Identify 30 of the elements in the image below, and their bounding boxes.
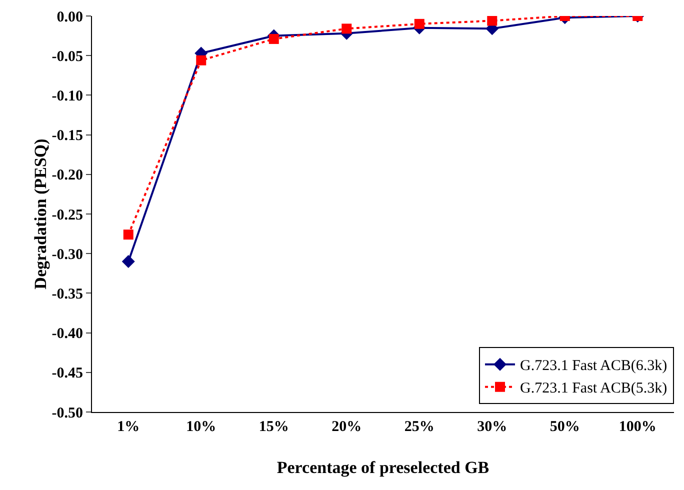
point	[123, 230, 134, 240]
y-tick-label: -0.50	[52, 405, 83, 422]
x-tick-label: 1%	[117, 419, 140, 435]
y-tick-label: -0.15	[52, 128, 83, 144]
y-tick-label: 0.00	[56, 9, 83, 26]
y-tick-label: -0.40	[52, 326, 83, 342]
point	[342, 24, 352, 34]
y-tick-label: -0.45	[52, 366, 83, 382]
legend-label: G.723.1 Fast ACB(6.3k)	[520, 358, 668, 374]
x-tick-label: 15%	[258, 419, 289, 435]
x-axis-title: Percentage of preselected GB	[276, 458, 490, 477]
y-tick-label: -0.20	[52, 168, 83, 184]
x-tick-label: 100%	[618, 419, 656, 435]
y-tick-label: -0.25	[52, 207, 83, 224]
point	[196, 55, 206, 66]
legend-label: G.723.1 Fast ACB(5.3k)	[520, 380, 668, 397]
point	[414, 18, 424, 29]
point	[268, 34, 279, 44]
x-tick-label: 20%	[332, 419, 362, 435]
y-tick-label: -0.35	[52, 286, 83, 302]
y-tick-label: -0.30	[52, 246, 83, 263]
x-tick-label: 30%	[477, 419, 508, 435]
point	[122, 255, 135, 268]
y-tick-label: -0.05	[52, 48, 83, 65]
x-tick-label: 10%	[186, 419, 216, 435]
point	[487, 16, 498, 26]
x-tick-label: 50%	[550, 419, 580, 435]
x-tick-label: 25%	[404, 419, 434, 435]
y-axis-title: Degradation (PESQ)	[30, 138, 50, 290]
y-tick-label: -0.10	[52, 88, 83, 104]
